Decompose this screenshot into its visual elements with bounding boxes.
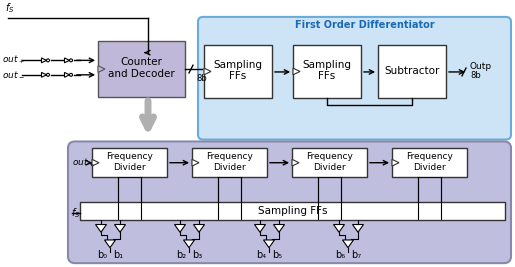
Polygon shape bbox=[92, 159, 99, 166]
Text: Outp: Outp bbox=[470, 62, 492, 71]
Text: Sampling: Sampling bbox=[302, 60, 352, 70]
Circle shape bbox=[70, 59, 73, 62]
Text: b₃: b₃ bbox=[192, 250, 202, 260]
Polygon shape bbox=[98, 66, 105, 72]
Bar bbox=[80, 202, 505, 220]
Text: Frequency: Frequency bbox=[106, 152, 153, 162]
Polygon shape bbox=[64, 58, 70, 63]
Text: out$_+$: out$_+$ bbox=[2, 53, 25, 66]
Text: First Order Differentiator: First Order Differentiator bbox=[295, 20, 434, 30]
Text: Divider: Divider bbox=[113, 163, 146, 172]
Polygon shape bbox=[42, 72, 46, 77]
Polygon shape bbox=[273, 225, 284, 232]
Text: out$_-$: out$_-$ bbox=[2, 69, 25, 79]
Polygon shape bbox=[64, 72, 70, 77]
Text: out$_+$: out$_+$ bbox=[72, 156, 95, 169]
Bar bbox=[378, 45, 446, 98]
Text: b₇: b₇ bbox=[351, 250, 361, 260]
Bar bbox=[192, 148, 267, 177]
Text: 8b: 8b bbox=[470, 71, 480, 80]
Polygon shape bbox=[105, 240, 115, 248]
Text: Divider: Divider bbox=[313, 163, 346, 172]
Text: Frequency: Frequency bbox=[306, 152, 353, 162]
Circle shape bbox=[46, 59, 49, 62]
Polygon shape bbox=[264, 240, 274, 248]
Text: $f_S$: $f_S$ bbox=[5, 1, 14, 15]
Bar bbox=[204, 45, 272, 98]
Polygon shape bbox=[95, 225, 107, 232]
FancyBboxPatch shape bbox=[68, 142, 511, 263]
Text: b₄: b₄ bbox=[256, 250, 266, 260]
Circle shape bbox=[70, 73, 73, 76]
Bar bbox=[98, 41, 185, 97]
Polygon shape bbox=[194, 225, 204, 232]
Polygon shape bbox=[183, 240, 195, 248]
Polygon shape bbox=[352, 225, 364, 232]
Polygon shape bbox=[192, 159, 199, 166]
Bar bbox=[292, 148, 367, 177]
Text: b₅: b₅ bbox=[272, 250, 282, 260]
Text: FFs: FFs bbox=[229, 71, 247, 81]
Text: b₂: b₂ bbox=[176, 250, 186, 260]
Text: b₆: b₆ bbox=[335, 250, 345, 260]
Text: Counter: Counter bbox=[121, 57, 162, 67]
Polygon shape bbox=[334, 225, 345, 232]
Text: Divider: Divider bbox=[413, 163, 446, 172]
Text: Frequency: Frequency bbox=[406, 152, 453, 162]
Bar bbox=[293, 45, 361, 98]
Polygon shape bbox=[175, 225, 185, 232]
Text: b₀: b₀ bbox=[97, 250, 107, 260]
FancyBboxPatch shape bbox=[198, 17, 511, 140]
Polygon shape bbox=[204, 68, 211, 75]
Polygon shape bbox=[342, 240, 353, 248]
Text: $f_S$: $f_S$ bbox=[71, 206, 80, 220]
Bar bbox=[92, 148, 167, 177]
Polygon shape bbox=[392, 159, 399, 166]
Bar bbox=[392, 148, 467, 177]
Polygon shape bbox=[293, 68, 300, 75]
Text: Frequency: Frequency bbox=[206, 152, 253, 162]
Polygon shape bbox=[42, 58, 46, 63]
Text: b₁: b₁ bbox=[113, 250, 123, 260]
Text: Subtractor: Subtractor bbox=[384, 66, 440, 76]
Polygon shape bbox=[114, 225, 126, 232]
Circle shape bbox=[46, 73, 49, 76]
Text: FFs: FFs bbox=[318, 71, 336, 81]
Text: 8b: 8b bbox=[196, 74, 207, 83]
Polygon shape bbox=[254, 225, 266, 232]
Polygon shape bbox=[292, 159, 299, 166]
Text: Sampling FFs: Sampling FFs bbox=[258, 206, 327, 216]
Text: Sampling: Sampling bbox=[214, 60, 263, 70]
Text: and Decoder: and Decoder bbox=[108, 69, 175, 79]
Text: Divider: Divider bbox=[213, 163, 246, 172]
